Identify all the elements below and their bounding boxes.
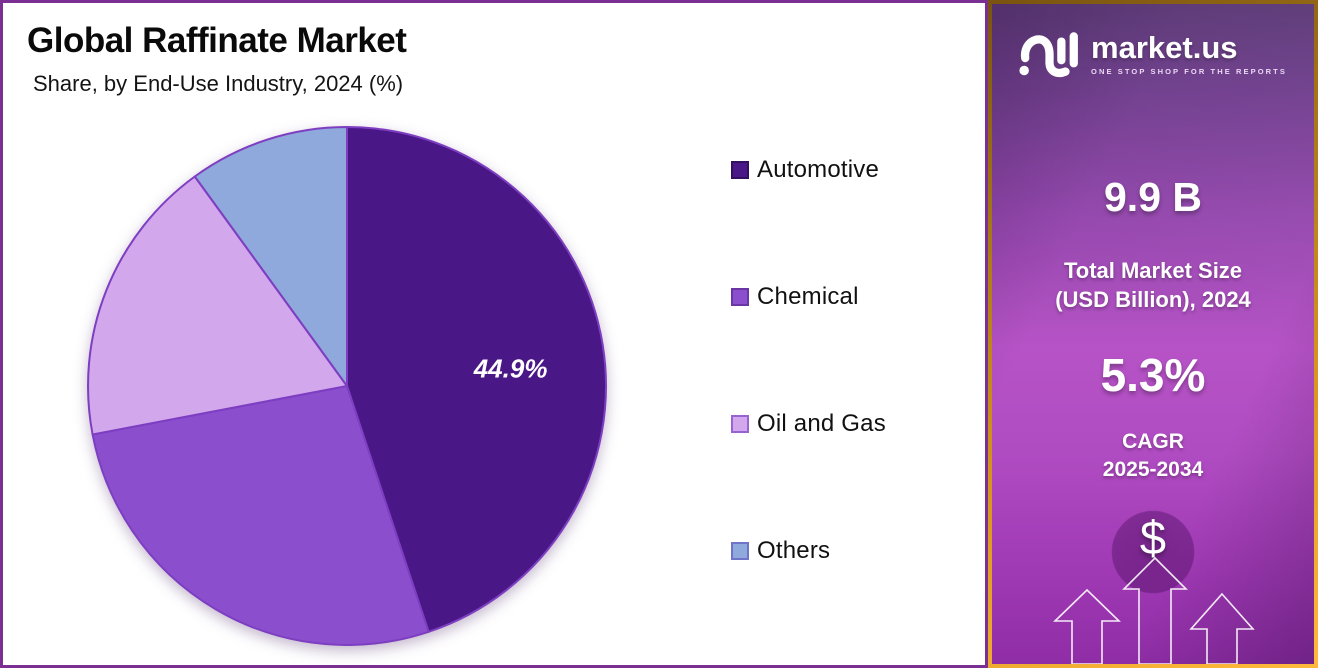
total-market-size-label: Total Market Size (USD Billion), 2024 [1055,258,1251,313]
legend-swatch-chemical [731,288,749,306]
cagr-value: 5.3% [1100,349,1206,401]
legend-label: Others [757,537,831,564]
dollar-icon: $ [1139,511,1167,564]
legend-item-automotive: Automotive [731,156,886,184]
brand-tagline: ONE STOP SHOP FOR THE REPORTS [1091,67,1287,77]
pie-slice-automotive [346,126,607,633]
legend: Automotive Chemical Oil and Gas Others [731,156,886,565]
pie-slice-oil-and-gas [87,175,348,436]
chart-area: Global Raffinate Market Share, by End-Us… [0,0,988,668]
legend-label: Automotive [757,156,880,183]
pie-slice-others [193,126,348,387]
brand-name: market.us [1091,29,1238,65]
pie-chart: 44.9% [87,126,607,646]
page-subtitle: Share, by End-Use Industry, 2024 (%) [33,71,404,96]
sidebar-panel: market.us ONE STOP SHOP FOR THE REPORTS … [988,0,1318,668]
legend-swatch-others [731,542,749,560]
growth-arrows-icon [1053,556,1255,664]
legend-item-others: Others [731,537,886,565]
pie-slice-chemical [91,385,430,646]
total-market-size-value: 9.9 B [1104,174,1202,220]
page-title: Global Raffinate Market [27,21,407,60]
legend-swatch-oil-and-gas [731,415,749,433]
legend-item-oil-and-gas: Oil and Gas [731,410,886,438]
legend-label: Oil and Gas [757,410,886,437]
legend-swatch-automotive [731,161,749,179]
marketus-logo-icon [1019,32,1078,78]
legend-item-chemical: Chemical [731,283,886,311]
pie-data-label: 44.9% [473,354,548,384]
legend-label: Chemical [757,283,859,310]
brand-logo: market.us ONE STOP SHOP FOR THE REPORTS [992,28,1314,80]
cagr-label: CAGR 2025-2034 [1102,430,1204,482]
